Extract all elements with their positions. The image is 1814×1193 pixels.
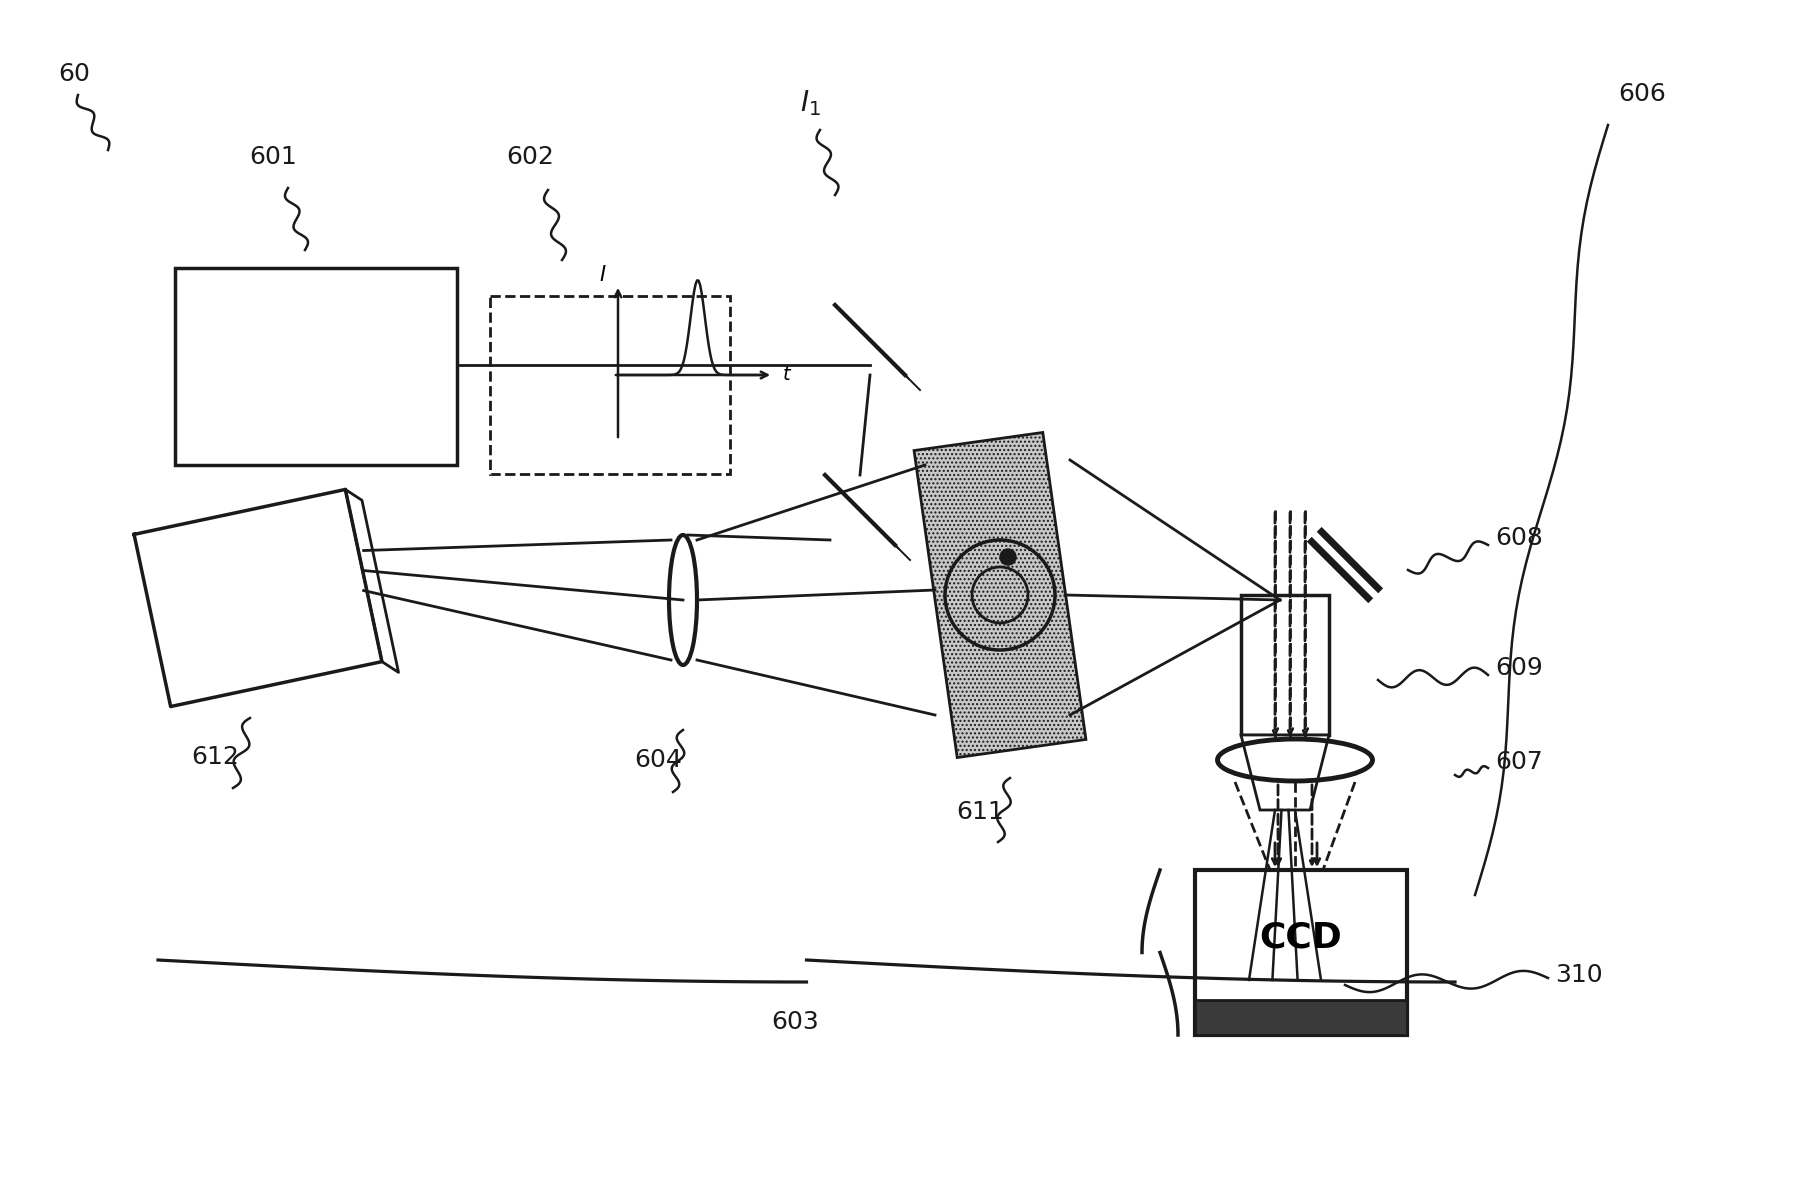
- Text: t: t: [784, 365, 791, 384]
- Text: 603: 603: [771, 1010, 818, 1034]
- Text: 606: 606: [1618, 82, 1665, 106]
- Circle shape: [1000, 549, 1016, 565]
- Text: 604: 604: [635, 748, 682, 772]
- Polygon shape: [1241, 735, 1330, 810]
- Text: $I_1$: $I_1$: [800, 88, 820, 118]
- Text: 608: 608: [1495, 526, 1544, 550]
- Text: 612: 612: [190, 744, 239, 769]
- Polygon shape: [914, 432, 1087, 758]
- Bar: [1241, 595, 1330, 735]
- Text: I: I: [600, 265, 606, 285]
- Text: 60: 60: [58, 62, 91, 86]
- Text: 602: 602: [506, 146, 553, 169]
- Text: 601: 601: [249, 146, 297, 169]
- Text: CCD: CCD: [1259, 921, 1342, 954]
- Text: 611: 611: [956, 801, 1003, 824]
- Text: 310: 310: [1555, 963, 1602, 987]
- Bar: [1195, 1000, 1408, 1036]
- Text: 607: 607: [1495, 750, 1542, 774]
- Bar: [1195, 870, 1408, 1036]
- Bar: [490, 296, 729, 474]
- Text: 609: 609: [1495, 656, 1542, 680]
- Bar: [174, 268, 457, 465]
